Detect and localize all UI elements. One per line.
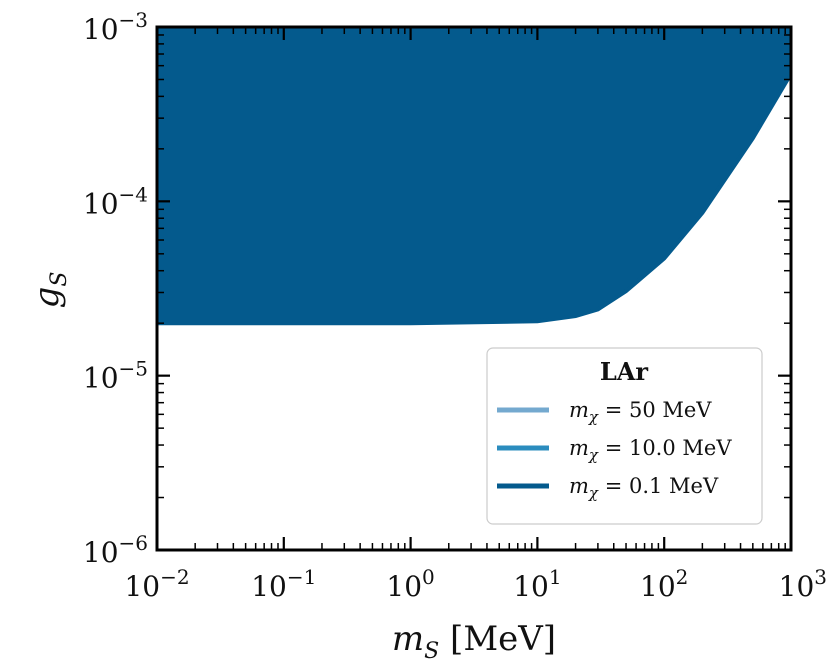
- exclusion-region-2: [157, 27, 791, 324]
- x-tick-label: 10−1: [251, 565, 316, 603]
- legend-label-0: mχ = 50 MeV: [569, 398, 712, 426]
- x-tick-label: 10−2: [124, 565, 189, 603]
- tick-labels: 10−2 10−1 100 101 102 103 10−6 10−5 10−4 10−3: [83, 8, 827, 603]
- plot-areas: [157, 27, 791, 326]
- x-tick-label: 102: [640, 565, 688, 603]
- legend-title: LAr: [600, 357, 648, 386]
- y-tick-label: 10−4: [83, 182, 148, 220]
- y-tick-label: 10−5: [83, 357, 148, 395]
- plot-frame: [155, 25, 793, 552]
- x-tick-label: 103: [779, 565, 827, 603]
- legend-label-2: mχ = 0.1 MeV: [569, 474, 719, 502]
- y-tick-label: 10−3: [83, 8, 148, 46]
- x-tick-label: 101: [513, 565, 561, 603]
- legend: LAr mχ = 50 MeV mχ = 10.0 MeV mχ = 0.1 MeV: [486, 347, 763, 525]
- x-axis-label: mS [MeV]: [392, 619, 556, 664]
- y-axis-label: gS: [27, 272, 72, 309]
- legend-label-1: mχ = 10.0 MeV: [569, 436, 732, 464]
- exclusion-boundary-line: [157, 72, 791, 326]
- y-tick-label: 10−6: [83, 531, 148, 569]
- legend-box: [486, 347, 763, 525]
- x-tick-label: 100: [386, 565, 434, 603]
